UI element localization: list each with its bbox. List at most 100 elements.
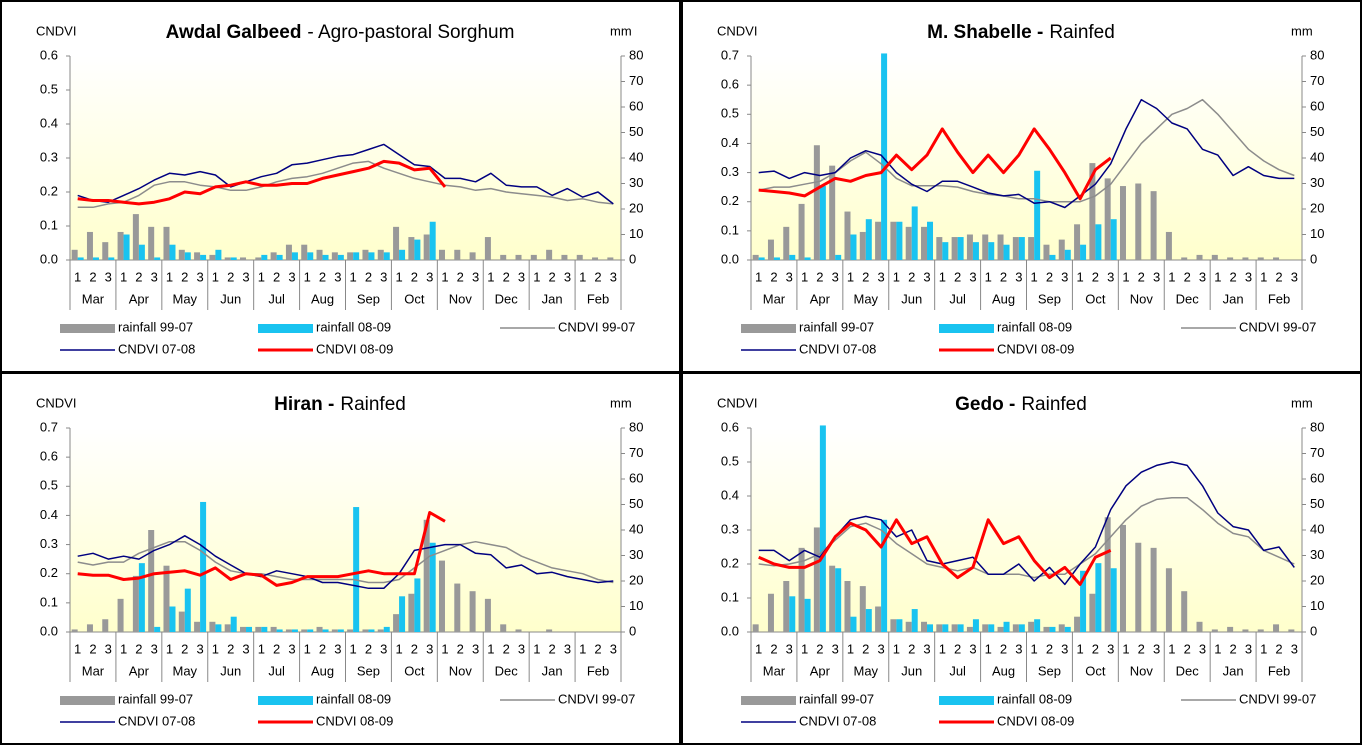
bar <box>154 257 161 260</box>
y-tick-label: 0.3 <box>721 164 739 179</box>
x-tick-label: 2 <box>1184 269 1191 284</box>
legend-label: rainfall 08-09 <box>316 319 391 334</box>
bar <box>255 257 262 260</box>
bar <box>353 507 360 632</box>
bar <box>123 234 130 260</box>
bar <box>890 619 897 632</box>
month-label: Mar <box>763 291 786 306</box>
y2-tick-label: 30 <box>1310 547 1324 562</box>
plot-area <box>751 56 1302 260</box>
month-label: Oct <box>1085 291 1106 306</box>
y2-tick-label: 30 <box>629 547 643 562</box>
bar <box>1104 517 1111 632</box>
x-tick-label: 2 <box>1046 641 1053 656</box>
month-label: Dec <box>495 291 519 306</box>
x-tick-label: 1 <box>1260 269 1267 284</box>
x-tick-label: 2 <box>503 269 510 284</box>
bar <box>429 221 436 260</box>
x-tick-label: 1 <box>1076 269 1083 284</box>
y2-axis-label: mm <box>1291 23 1313 38</box>
y2-tick-label: 10 <box>629 598 643 613</box>
bar <box>844 581 851 632</box>
x-tick-label: 2 <box>411 269 418 284</box>
x-tick-label: 1 <box>212 641 219 656</box>
x-tick-label: 3 <box>1245 269 1252 284</box>
legend-label: CNDVI 99-07 <box>558 319 635 334</box>
bar <box>1135 183 1142 260</box>
y2-tick-label: 70 <box>629 73 643 88</box>
x-tick-label: 1 <box>258 641 265 656</box>
y2-axis-label: mm <box>610 395 632 410</box>
bar <box>966 234 973 260</box>
bar <box>414 578 421 632</box>
bar <box>1003 244 1010 260</box>
x-tick-label: 2 <box>227 641 234 656</box>
y2-tick-label: 0 <box>1310 623 1317 638</box>
month-label: Jun <box>220 291 241 306</box>
x-tick-label: 3 <box>151 641 158 656</box>
bar <box>881 53 888 261</box>
bar <box>576 254 583 260</box>
x-tick-label: 1 <box>166 269 173 284</box>
line <box>758 496 1295 579</box>
x-tick-label: 3 <box>518 641 525 656</box>
x-tick-label: 2 <box>1275 641 1282 656</box>
bar <box>546 249 553 260</box>
y2-tick-label: 0 <box>629 623 636 638</box>
bar <box>942 624 949 632</box>
bar <box>377 249 384 260</box>
bar <box>988 242 995 260</box>
y-tick-label: 0.2 <box>721 555 739 570</box>
x-tick-label: 1 <box>1214 269 1221 284</box>
line <box>77 540 614 584</box>
x-tick-label: 1 <box>985 641 992 656</box>
x-tick-label: 3 <box>1199 269 1206 284</box>
x-tick-label: 1 <box>395 641 402 656</box>
bar <box>102 242 109 260</box>
y-axis-label: CNDVI <box>717 395 757 410</box>
x-tick-label: 3 <box>105 269 112 284</box>
bar <box>982 234 989 260</box>
bar <box>184 588 191 632</box>
x-tick-label: 1 <box>579 269 586 284</box>
bar <box>921 226 928 260</box>
month-label: Feb <box>587 291 609 306</box>
y-tick-label: 0.4 <box>721 487 739 502</box>
bar <box>429 542 436 632</box>
month-label: Jul <box>949 663 966 678</box>
x-tick-label: 3 <box>242 641 249 656</box>
x-tick-label: 1 <box>985 269 992 284</box>
bar <box>875 606 882 632</box>
y2-axis-label: mm <box>610 23 632 38</box>
x-tick-label: 3 <box>610 269 617 284</box>
x-tick-label: 2 <box>594 269 601 284</box>
bar <box>1074 224 1081 260</box>
bar <box>1064 249 1071 260</box>
y2-tick-label: 80 <box>629 47 643 62</box>
month-label: Apr <box>810 291 831 306</box>
month-label: Dec <box>495 663 519 678</box>
bar <box>337 629 344 632</box>
panel: Gedo - Rainfed CNDVI mm 0.0 0.1 0.2 0.3 0.4 0.5 0.… <box>681 372 1362 745</box>
legend-swatch <box>258 696 313 705</box>
bar <box>1227 626 1234 632</box>
y2-tick-label: 50 <box>629 124 643 139</box>
bar <box>331 629 338 632</box>
bar <box>1273 257 1280 260</box>
month-label: May <box>173 291 198 306</box>
x-tick-label: 1 <box>939 641 946 656</box>
x-tick-label: 1 <box>533 641 540 656</box>
x-tick-label: 1 <box>893 269 900 284</box>
bar <box>850 234 857 260</box>
y-tick-label: 0.7 <box>40 419 58 434</box>
month-label: Feb <box>1268 663 1290 678</box>
bar <box>844 211 851 260</box>
x-tick-label: 2 <box>1000 269 1007 284</box>
x-tick-label: 2 <box>1230 641 1237 656</box>
x-tick-label: 1 <box>1260 641 1267 656</box>
month-label: Nov <box>449 663 473 678</box>
bar <box>1119 524 1126 632</box>
bar <box>261 254 268 260</box>
legend-label: CNDVI 07-08 <box>799 713 876 728</box>
bar <box>982 624 989 632</box>
